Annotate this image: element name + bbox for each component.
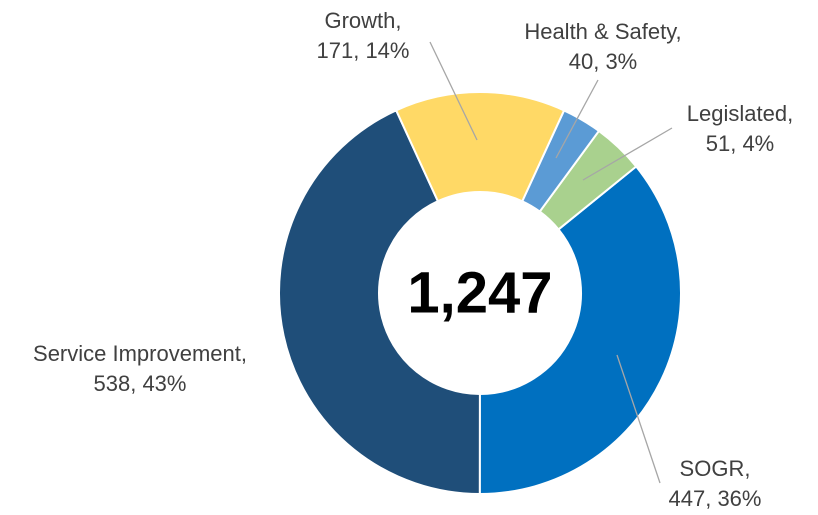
slice-label: Growth, bbox=[324, 8, 401, 33]
slice-value-label: 538, 43% bbox=[94, 371, 187, 396]
leader-line bbox=[582, 127, 673, 181]
donut-slice bbox=[478, 165, 682, 496]
slice-value-label: 171, 14% bbox=[317, 38, 410, 63]
leader-line bbox=[616, 354, 661, 484]
donut-slice bbox=[538, 129, 638, 231]
slice-value-label: 447, 36% bbox=[669, 486, 762, 511]
donut-slice bbox=[394, 91, 566, 203]
slice-value-label: 51, 4% bbox=[706, 131, 775, 156]
slice-label: Health & Safety, bbox=[524, 19, 681, 44]
slice-value-label: 40, 3% bbox=[569, 49, 638, 74]
slice-label: SOGR, bbox=[680, 456, 751, 481]
leader-line bbox=[555, 79, 599, 159]
leader-line bbox=[429, 41, 478, 141]
slice-label: Service Improvement, bbox=[33, 341, 247, 366]
donut-slice bbox=[278, 108, 481, 496]
slice-label: Legislated, bbox=[687, 101, 793, 126]
center-total: 1,247 bbox=[407, 260, 552, 325]
donut-slice bbox=[520, 109, 601, 213]
